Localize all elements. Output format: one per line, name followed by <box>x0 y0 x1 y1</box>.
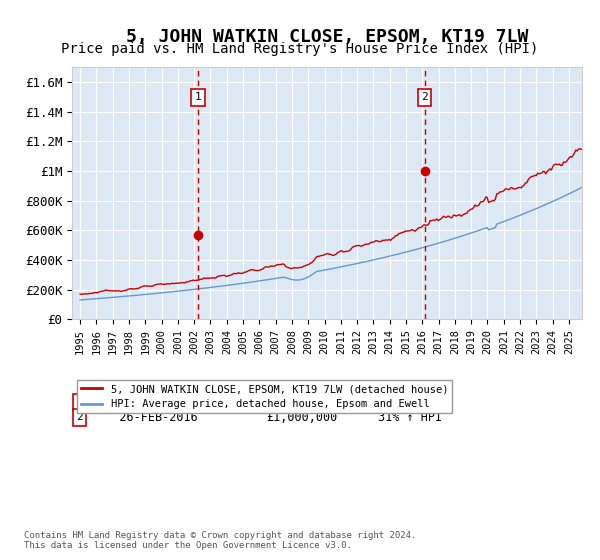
Legend: 5, JOHN WATKIN CLOSE, EPSOM, KT19 7LW (detached house), HPI: Average price, deta: 5, JOHN WATKIN CLOSE, EPSOM, KT19 7LW (d… <box>77 380 452 413</box>
Text: £1,000,000: £1,000,000 <box>266 411 337 424</box>
Text: Contains HM Land Registry data © Crown copyright and database right 2024.
This d: Contains HM Land Registry data © Crown c… <box>24 530 416 550</box>
Text: 2: 2 <box>421 92 428 102</box>
Text: 64% ↑ HPI: 64% ↑ HPI <box>378 396 442 409</box>
Text: 28-MAR-2002: 28-MAR-2002 <box>97 396 197 409</box>
Text: 1: 1 <box>76 398 83 407</box>
Text: £569,995: £569,995 <box>266 396 323 409</box>
Text: 26-FEB-2016: 26-FEB-2016 <box>97 411 197 424</box>
Text: 31% ↑ HPI: 31% ↑ HPI <box>378 411 442 424</box>
Text: 1: 1 <box>194 92 202 102</box>
Text: 2: 2 <box>76 413 83 422</box>
Text: Price paid vs. HM Land Registry's House Price Index (HPI): Price paid vs. HM Land Registry's House … <box>61 42 539 56</box>
Title: 5, JOHN WATKIN CLOSE, EPSOM, KT19 7LW: 5, JOHN WATKIN CLOSE, EPSOM, KT19 7LW <box>126 28 528 46</box>
